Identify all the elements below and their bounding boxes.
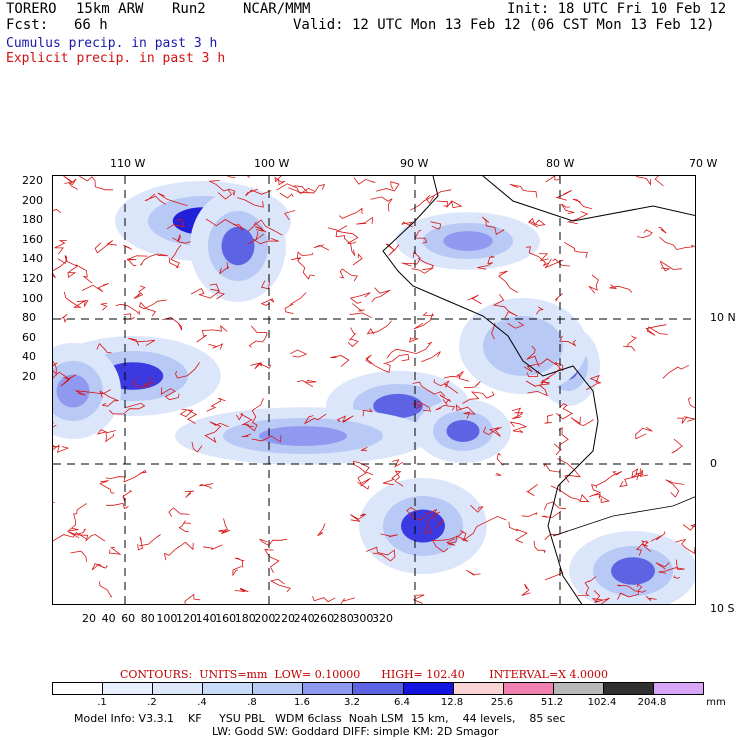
contour-interval: INTERVAL=X 4.0000 bbox=[489, 668, 608, 681]
valid-time: Valid: 12 UTC Mon 13 Feb 12 (06 CST Mon … bbox=[293, 17, 715, 33]
contour-low: LOW= 0.10000 bbox=[274, 668, 361, 681]
x-tick-label: 320 bbox=[372, 612, 393, 625]
colorbar-label: 1.6 bbox=[294, 697, 310, 708]
y-tick-label: 200 bbox=[22, 193, 43, 207]
y-tick-label: 140 bbox=[22, 252, 43, 266]
colorbar-swatch bbox=[353, 683, 404, 694]
colorbar-label: 6.4 bbox=[394, 697, 410, 708]
y-tick-label: 20 bbox=[22, 370, 36, 383]
colorbar-label: .1 bbox=[97, 697, 107, 708]
x-tick-label: 260 bbox=[313, 612, 335, 625]
colorbar-label: .2 bbox=[147, 697, 157, 708]
colorbar-swatch bbox=[653, 683, 704, 694]
x-tick-label: 60 bbox=[121, 612, 136, 625]
contour-label: CONTOURS: bbox=[120, 668, 193, 681]
lon-label-90w: 90 W bbox=[400, 157, 429, 170]
colorbar-label: .8 bbox=[247, 697, 257, 708]
colorbar-label: 51.2 bbox=[540, 697, 564, 708]
lat-label-10n: 10 N bbox=[710, 311, 736, 324]
y-tick-label: 160 bbox=[22, 232, 43, 246]
y-tick-label: 220 bbox=[22, 174, 43, 187]
x-tick-label: 180 bbox=[234, 612, 256, 625]
colorbar-swatch bbox=[453, 683, 504, 694]
y-tick-label: 80 bbox=[22, 311, 36, 325]
colorbar-label: 25.6 bbox=[490, 697, 514, 708]
x-tick-label: 80 bbox=[140, 612, 155, 625]
x-tick-label: 40 bbox=[101, 612, 116, 625]
contour-high: HIGH= 102.40 bbox=[381, 668, 465, 681]
y-tick-label: 60 bbox=[22, 330, 36, 344]
x-tick-label: 120 bbox=[176, 612, 197, 625]
x-tick-label: 220 bbox=[274, 612, 295, 625]
precipitation-map bbox=[52, 175, 696, 605]
model-resolution: 15km ARW bbox=[76, 1, 144, 17]
colorbar-unit: mm bbox=[706, 697, 726, 708]
model-org: NCAR/MMM bbox=[243, 1, 311, 17]
forecast-label: Fcst: bbox=[6, 17, 49, 33]
colorbar-swatch bbox=[303, 683, 354, 694]
colorbar-swatch bbox=[553, 683, 604, 694]
colorbar-swatch bbox=[53, 683, 104, 694]
physics-info: LW: Godd SW: Goddard DIFF: simple KM: 2D… bbox=[212, 725, 499, 738]
forecast-hours: 66 h bbox=[74, 17, 108, 33]
precip-colorbar bbox=[52, 682, 704, 695]
colorbar-swatch bbox=[403, 683, 454, 694]
legend-cumulus: Cumulus precip. in past 3 h bbox=[6, 36, 218, 51]
colorbar-label: 102.4 bbox=[587, 697, 617, 708]
lat-label-0: 0 bbox=[710, 457, 717, 470]
lon-label-80w: 80 W bbox=[546, 157, 575, 170]
colorbar-label: 3.2 bbox=[344, 697, 360, 708]
contour-info: CONTOURS: UNITS=mm LOW= 0.10000 HIGH= 10… bbox=[120, 668, 608, 681]
x-tick-label: 140 bbox=[195, 612, 217, 625]
lon-label-110w: 110 W bbox=[110, 157, 146, 170]
y-tick-label: 40 bbox=[22, 350, 36, 364]
colorbar-label: .4 bbox=[197, 697, 207, 708]
x-tick-label: 240 bbox=[293, 612, 315, 625]
colorbar-swatch bbox=[253, 683, 304, 694]
colorbar-label: 204.8 bbox=[637, 697, 667, 708]
colorbar-swatch bbox=[603, 683, 654, 694]
x-tick-label: 20 bbox=[82, 612, 96, 625]
lon-label-100w: 100 W bbox=[254, 157, 290, 170]
init-time: Init: 18 UTC Fri 10 Feb 12 bbox=[507, 1, 727, 17]
y-tick-label: 100 bbox=[22, 291, 43, 305]
x-tick-label: 160 bbox=[215, 612, 237, 625]
legend-explicit: Explicit precip. in past 3 h bbox=[6, 51, 226, 66]
x-tick-label: 100 bbox=[156, 612, 178, 625]
colorbar-swatch bbox=[203, 683, 254, 694]
colorbar-swatch bbox=[153, 683, 204, 694]
model-name: TORERO bbox=[6, 1, 57, 17]
colorbar-label: 12.8 bbox=[440, 697, 464, 708]
colorbar-swatch bbox=[503, 683, 554, 694]
x-tick-label: 200 bbox=[254, 612, 276, 625]
y-tick-label: 120 bbox=[22, 272, 43, 285]
contour-units: UNITS=mm bbox=[199, 668, 268, 681]
lat-label-10s: 10 S bbox=[710, 602, 735, 615]
x-tick-label: 280 bbox=[332, 612, 354, 625]
model-run: Run2 bbox=[172, 1, 206, 17]
x-tick-label: 300 bbox=[352, 612, 374, 625]
map-canvas bbox=[53, 176, 695, 604]
y-tick-label: 180 bbox=[22, 213, 43, 227]
lon-label-70w: 70 W bbox=[689, 157, 718, 170]
colorbar-swatch bbox=[103, 683, 154, 694]
model-info: Model Info: V3.3.1 KF YSU PBL WDM 6class… bbox=[74, 712, 566, 725]
